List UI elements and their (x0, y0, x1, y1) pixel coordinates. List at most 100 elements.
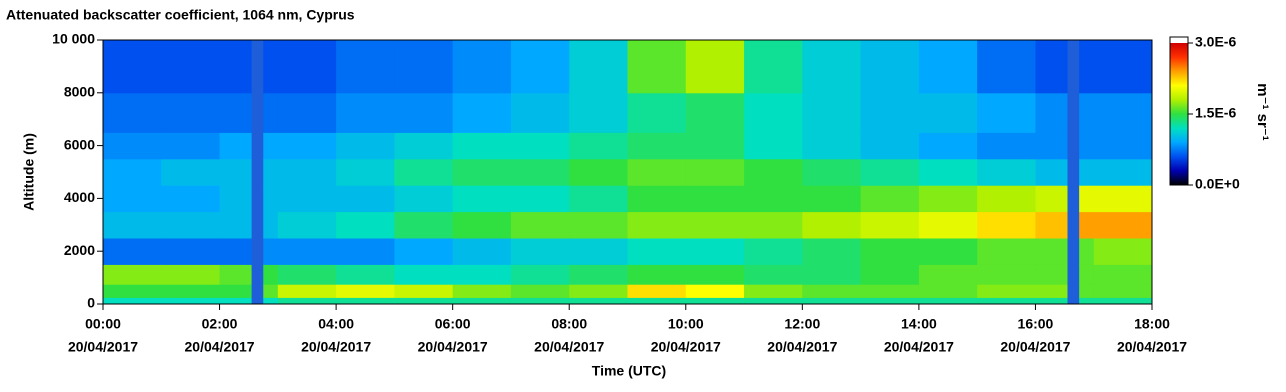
heatmap-cell (336, 211, 395, 239)
y-tick-label: 0 (87, 295, 95, 311)
heatmap-cell (1079, 92, 1095, 133)
heatmap-cell (744, 158, 803, 186)
heatmap-cell (569, 185, 628, 213)
heatmap-cell (627, 297, 687, 305)
heatmap-cell (685, 158, 745, 186)
heatmap-cell (802, 284, 862, 298)
y-axis-label: Altitude (m) (21, 133, 37, 211)
missing-data (251, 92, 264, 133)
heatmap-cell (336, 158, 395, 186)
heatmap-cell (744, 40, 803, 94)
missing-data (251, 185, 264, 213)
missing-data (1067, 92, 1080, 133)
x-tick-label: 08:00 (551, 316, 587, 332)
heatmap-cell (918, 132, 978, 160)
heatmap-cell (1035, 284, 1068, 298)
heatmap-cell (263, 297, 279, 305)
heatmap-cell (394, 211, 454, 239)
heatmap-cell (219, 264, 253, 285)
heatmap-cell (627, 92, 687, 133)
colorbar-tick-label: 3.0E-6 (1195, 34, 1236, 50)
heatmap-cell (744, 185, 803, 213)
missing-data (251, 297, 264, 305)
heatmap-cell (1093, 297, 1153, 305)
heatmap-cell (103, 40, 162, 94)
x-tick-label: 12:00 (784, 316, 820, 332)
heatmap-cell (918, 92, 978, 133)
heatmap-cell (277, 40, 337, 94)
x-tick-label: 20/04/2017 (651, 339, 721, 355)
heatmap-cell (802, 40, 862, 94)
heatmap-cell (977, 238, 1036, 265)
heatmap-cell (263, 158, 279, 186)
heatmap-cell (1035, 185, 1068, 213)
heatmap-cell (860, 185, 920, 213)
x-tick-label: 18:00 (1134, 316, 1170, 332)
missing-data (251, 284, 264, 298)
heatmap-cell (103, 92, 162, 133)
heatmap-cell (802, 185, 862, 213)
heatmap-cell (918, 158, 978, 186)
heatmap-cell (744, 132, 803, 160)
heatmap-cell (263, 238, 279, 265)
heatmap-cell (860, 92, 920, 133)
x-tick-label: 20/04/2017 (1117, 339, 1187, 355)
heatmap-cell (510, 297, 570, 305)
heatmap-cell (802, 211, 862, 239)
heatmap-cell (685, 264, 745, 285)
heatmap-cell (569, 284, 628, 298)
heatmap-cell (1035, 158, 1068, 186)
x-tick-label: 20/04/2017 (1000, 339, 1070, 355)
heatmap-cell (219, 238, 253, 265)
heatmap-cell (918, 264, 978, 285)
heatmap-cell (918, 40, 978, 94)
heatmap-cell (277, 284, 337, 298)
heatmap-cell (263, 132, 279, 160)
missing-data (251, 211, 264, 239)
heatmap-cell (336, 132, 395, 160)
heatmap-cell (219, 132, 253, 160)
heatmap-cell (161, 264, 221, 285)
heatmap-cell (336, 284, 395, 298)
heatmap-cell (627, 238, 687, 265)
heatmap-cell (627, 185, 687, 213)
heatmap-cell (263, 211, 279, 239)
x-tick-label: 14:00 (901, 316, 937, 332)
heatmap-cell (860, 132, 920, 160)
heatmap-cell (744, 297, 803, 305)
heatmap-cell (1035, 211, 1068, 239)
missing-data (1067, 238, 1080, 265)
heatmap-cell (1093, 264, 1153, 285)
heatmap-cell (219, 185, 253, 213)
heatmap-cell (977, 185, 1036, 213)
heatmap-cell (860, 297, 920, 305)
heatmap-cell (336, 40, 395, 94)
heatmap-cell (977, 132, 1036, 160)
heatmap-cell (744, 238, 803, 265)
heatmap-cell (977, 158, 1036, 186)
missing-data (251, 40, 264, 94)
heatmap-cell (103, 132, 162, 160)
y-tick-label: 8000 (64, 84, 95, 100)
heatmap-cell (394, 185, 454, 213)
heatmap-cell (860, 238, 920, 265)
heatmap-cell (977, 284, 1036, 298)
heatmap-cell (510, 92, 570, 133)
heatmap-cell (744, 92, 803, 133)
missing-data (1067, 297, 1080, 305)
heatmap-cell (103, 211, 162, 239)
heatmap-cell (977, 264, 1036, 285)
heatmap-cell (510, 158, 570, 186)
heatmap-cell (219, 40, 253, 94)
heatmap-cell (1093, 238, 1153, 265)
x-tick-label: 20/04/2017 (185, 339, 255, 355)
heatmap-cell (277, 264, 337, 285)
heatmap-cell (860, 264, 920, 285)
heatmap-cell (161, 238, 221, 265)
heatmap-cell (263, 264, 279, 285)
heatmap-cell (569, 158, 628, 186)
heatmap-cell (1035, 238, 1068, 265)
y-tick-label: 4000 (64, 189, 95, 205)
heatmap-cell (394, 132, 454, 160)
heatmap-cell (685, 40, 745, 94)
